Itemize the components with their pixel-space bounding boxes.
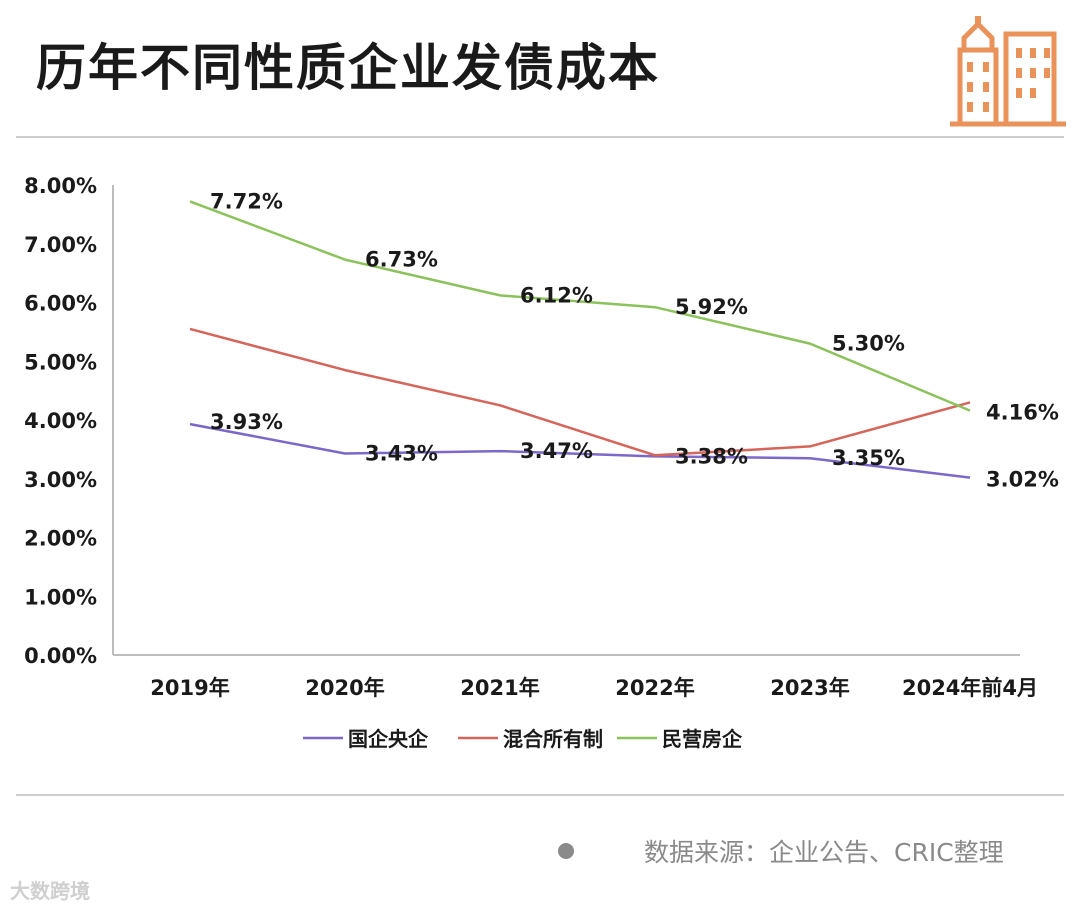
y-tick-label: 8.00% — [24, 174, 97, 198]
legend-label: 国企央企 — [348, 727, 429, 751]
data-labels: 3.93% 3.43% 3.47% 3.38% 3.35% 3.02% 7.72% 6.73%… — [210, 189, 1059, 491]
footer-divider — [16, 794, 1064, 796]
legend-label: 混合所有制 — [503, 727, 603, 751]
data-label: 7.72% — [210, 189, 283, 213]
x-axis-ticks: 2019年 2020年 2021年 2022年 2023年 2024年前4月 — [150, 676, 1038, 700]
series-lines — [189, 200, 971, 479]
y-axis-ticks: 8.00% 7.00% 6.00% 5.00% 4.00% 3.00% 2.00% 1.00%… — [24, 174, 97, 668]
x-tick-label: 2019年 — [150, 676, 229, 700]
building-icon — [950, 16, 1066, 127]
data-label: 5.92% — [675, 295, 748, 319]
chart-title: 历年不同性质企业发债成本 — [36, 39, 660, 97]
x-tick-label: 2022年 — [615, 676, 694, 700]
data-label: 3.38% — [675, 444, 748, 468]
watermark: 大数跨境 — [10, 879, 90, 903]
legend: 国企央企 混合所有制 民营房企 — [303, 727, 743, 751]
bullet-icon — [558, 843, 574, 859]
source-text: 数据来源：企业公告、CRIC整理 — [644, 838, 1004, 867]
data-label: 6.73% — [365, 248, 438, 272]
y-tick-label: 3.00% — [24, 468, 97, 492]
series-line-3 — [189, 200, 971, 412]
y-tick-label: 5.00% — [24, 350, 97, 374]
source-note: 数据来源：企业公告、CRIC整理 — [558, 833, 1004, 869]
data-label: 4.16% — [986, 401, 1059, 425]
data-label: 6.12% — [520, 283, 593, 307]
y-tick-label: 6.00% — [24, 292, 97, 316]
data-label: 3.43% — [365, 441, 438, 465]
x-tick-label: 2023年 — [770, 676, 849, 700]
legend-label: 民营房企 — [662, 727, 743, 751]
y-tick-label: 4.00% — [24, 409, 97, 433]
data-label: 3.93% — [210, 410, 283, 434]
series-line-2 — [189, 327, 971, 457]
series-line-1 — [189, 422, 971, 479]
data-label: 5.30% — [832, 332, 905, 356]
data-label: 3.02% — [986, 468, 1059, 492]
line-chart: 8.00% 7.00% 6.00% 5.00% 4.00% 3.00% 2.00% 1.00%… — [24, 174, 1059, 751]
title-divider — [16, 136, 1064, 138]
y-tick-label: 7.00% — [24, 233, 97, 257]
y-tick-label: 2.00% — [24, 527, 97, 551]
data-label: 3.47% — [520, 439, 593, 463]
y-tick-label: 1.00% — [24, 585, 97, 609]
y-tick-label: 0.00% — [24, 644, 97, 668]
x-tick-label: 2024年前4月 — [902, 676, 1038, 700]
x-tick-label: 2021年 — [460, 676, 539, 700]
data-label: 3.35% — [832, 446, 905, 470]
x-tick-label: 2020年 — [305, 676, 384, 700]
